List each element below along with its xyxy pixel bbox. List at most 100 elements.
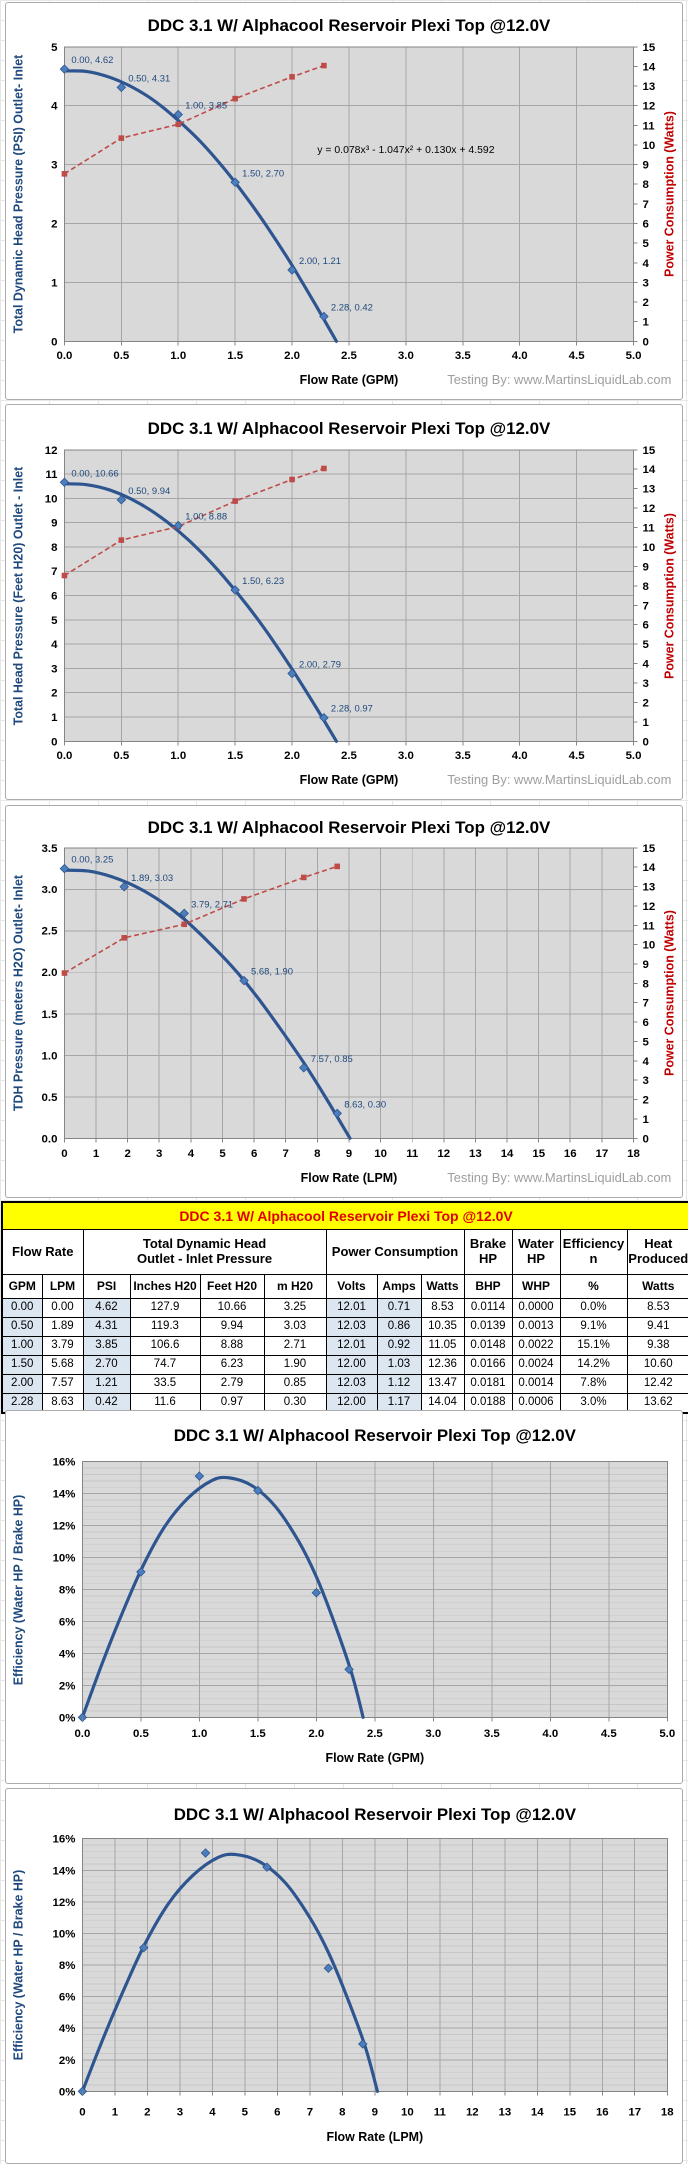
head-marker xyxy=(139,1942,149,1953)
head-trendline xyxy=(62,69,339,343)
table-group-header: Efficiency n xyxy=(559,1229,628,1275)
y-left-tick-label: 16% xyxy=(53,1834,76,1846)
head-marker xyxy=(194,1471,205,1481)
x-tick-label: 12 xyxy=(466,2106,479,2118)
y-right-tick-label: 8 xyxy=(642,978,649,990)
table-title: DDC 3.1 W/ Alphacool Reservoir Plexi Top… xyxy=(1,1201,688,1230)
x-tick-label: 0 xyxy=(79,2106,85,2118)
results-table: DDC 3.1 W/ Alphacool Reservoir Plexi Top… xyxy=(1,1201,688,1414)
y-left-tick-label: 1.5 xyxy=(42,1009,59,1021)
x-tick-label: 18 xyxy=(661,2106,674,2118)
x-axis-title: Flow Rate (LPM) xyxy=(301,1171,398,1185)
data-label: 7.57, 0.85 xyxy=(311,1054,353,1065)
power-marker xyxy=(118,135,125,141)
head-marker xyxy=(253,1485,263,1496)
y-right-tick-label: 6 xyxy=(642,1017,648,1029)
head-marker xyxy=(77,1712,88,1723)
x-tick-label: 5.0 xyxy=(626,750,642,762)
y-left-tick-label: 6% xyxy=(59,1992,76,2004)
y-right-tick-label: 10 xyxy=(642,542,655,554)
table-cell: 8.88 xyxy=(199,1336,265,1356)
x-tick-label: 4.5 xyxy=(569,750,586,762)
table-cell: 0.0166 xyxy=(463,1355,513,1375)
table-cell: 1.21 xyxy=(82,1374,131,1394)
y-right-tick-label: 15 xyxy=(642,843,655,855)
x-tick-label: 9 xyxy=(346,1148,352,1160)
y-left-tick-label: 0 xyxy=(51,336,57,348)
table-group-header: Water HP xyxy=(511,1229,561,1275)
table-group-header: Total Dynamic Head Outlet - Inlet Pressur… xyxy=(82,1229,327,1275)
table-group-header: Brake HP xyxy=(463,1229,513,1275)
x-tick-label: 0.5 xyxy=(113,750,130,762)
x-tick-label: 11 xyxy=(406,1148,419,1160)
y-left-tick-label: 14% xyxy=(53,1489,76,1501)
y-right-tick-label: 7 xyxy=(642,199,648,211)
head-marker xyxy=(116,495,127,505)
table-cell: 12.01 xyxy=(325,1298,378,1318)
y-right-tick-label: 9 xyxy=(642,160,648,172)
table-cell: 13.62 xyxy=(626,1393,688,1414)
x-tick-label: 9 xyxy=(372,2106,378,2118)
x-tick-label: 1.5 xyxy=(250,1728,267,1740)
power-marker xyxy=(175,121,182,128)
y-axis-title-right: Power Consumption (Watts) xyxy=(662,513,676,679)
table-cell: 1.50 xyxy=(1,1355,43,1375)
x-tick-label: 1 xyxy=(112,2106,119,2118)
y-left-tick-label: 8% xyxy=(59,1585,76,1597)
table-cell: 0.0024 xyxy=(511,1355,561,1375)
table-cell: 14.04 xyxy=(420,1393,465,1414)
head-marker xyxy=(136,1567,146,1577)
x-tick-label: 3 xyxy=(156,1148,162,1160)
y-axis-title-left: Total Dynamic Head Pressure (PSI) Outlet… xyxy=(12,55,26,334)
y-left-tick-label: 2% xyxy=(59,2055,76,2067)
table-unit-header: Inches H20 xyxy=(129,1274,201,1299)
y-left-tick-label: 5 xyxy=(51,615,58,627)
table-cell: 5.68 xyxy=(41,1355,84,1375)
table-cell: 14.2% xyxy=(559,1355,628,1375)
x-tick-label: 3.0 xyxy=(398,750,414,762)
power-marker xyxy=(118,537,125,543)
x-axis-title: Flow Rate (LPM) xyxy=(327,2130,424,2144)
table-cell: 6.23 xyxy=(199,1355,265,1375)
table-unit-header: GPM xyxy=(1,1274,43,1299)
y-left-tick-label: 4% xyxy=(59,1648,76,1660)
table-unit-header: Watts xyxy=(420,1274,465,1299)
table-cell: 2.00 xyxy=(1,1374,43,1394)
y-left-tick-label: 8 xyxy=(51,542,58,554)
y-right-tick-label: 9 xyxy=(642,959,648,971)
table-row: 2.28 8.63 0.42 11.6 0.97 0.30 12.00 1.17 14.04 0.… xyxy=(1,1393,688,1414)
x-tick-label: 16 xyxy=(596,2106,609,2118)
x-tick-label: 1.5 xyxy=(227,350,244,362)
x-tick-label: 1 xyxy=(93,1148,100,1160)
table-cell: 10.66 xyxy=(199,1298,265,1318)
table-cell: 10.35 xyxy=(420,1317,465,1337)
data-label: 8.63, 0.30 xyxy=(344,1099,386,1110)
data-label: 1.50, 6.23 xyxy=(242,576,284,587)
head-marker xyxy=(59,863,70,874)
table-unit-header: WHP xyxy=(511,1274,561,1299)
head-marker xyxy=(323,1963,334,1973)
table-unit-header: % xyxy=(559,1274,628,1299)
results-table-grid: DDC 3.1 W/ Alphacool Reservoir Plexi Top… xyxy=(1,1201,688,1414)
y-left-tick-label: 12% xyxy=(53,1897,76,1909)
x-tick-label: 3 xyxy=(177,2106,183,2118)
y-right-tick-label: 4 xyxy=(642,1056,649,1068)
table-group-header: Flow Rate xyxy=(1,1229,84,1275)
data-label: 3.79, 2.71 xyxy=(191,899,233,910)
table-cell: 33.5 xyxy=(129,1374,201,1394)
data-label: 0.50, 9.94 xyxy=(128,486,170,497)
x-tick-label: 14 xyxy=(531,2106,544,2118)
y-left-tick-label: 10 xyxy=(45,493,58,505)
table-cell: 12.42 xyxy=(626,1374,688,1394)
y-left-tick-label: 4 xyxy=(51,639,58,651)
y-right-tick-label: 14 xyxy=(642,464,655,476)
y-right-tick-label: 5 xyxy=(642,639,649,651)
y-left-tick-label: 1 xyxy=(51,712,58,724)
x-tick-label: 2.5 xyxy=(341,750,358,762)
table-cell: 1.90 xyxy=(263,1355,327,1375)
y-right-tick-label: 11 xyxy=(642,522,655,534)
y-left-tick-label: 5 xyxy=(51,42,58,54)
head-marker xyxy=(299,1063,309,1073)
table-cell: 7.57 xyxy=(41,1374,84,1394)
y-right-tick-label: 3 xyxy=(642,678,648,690)
